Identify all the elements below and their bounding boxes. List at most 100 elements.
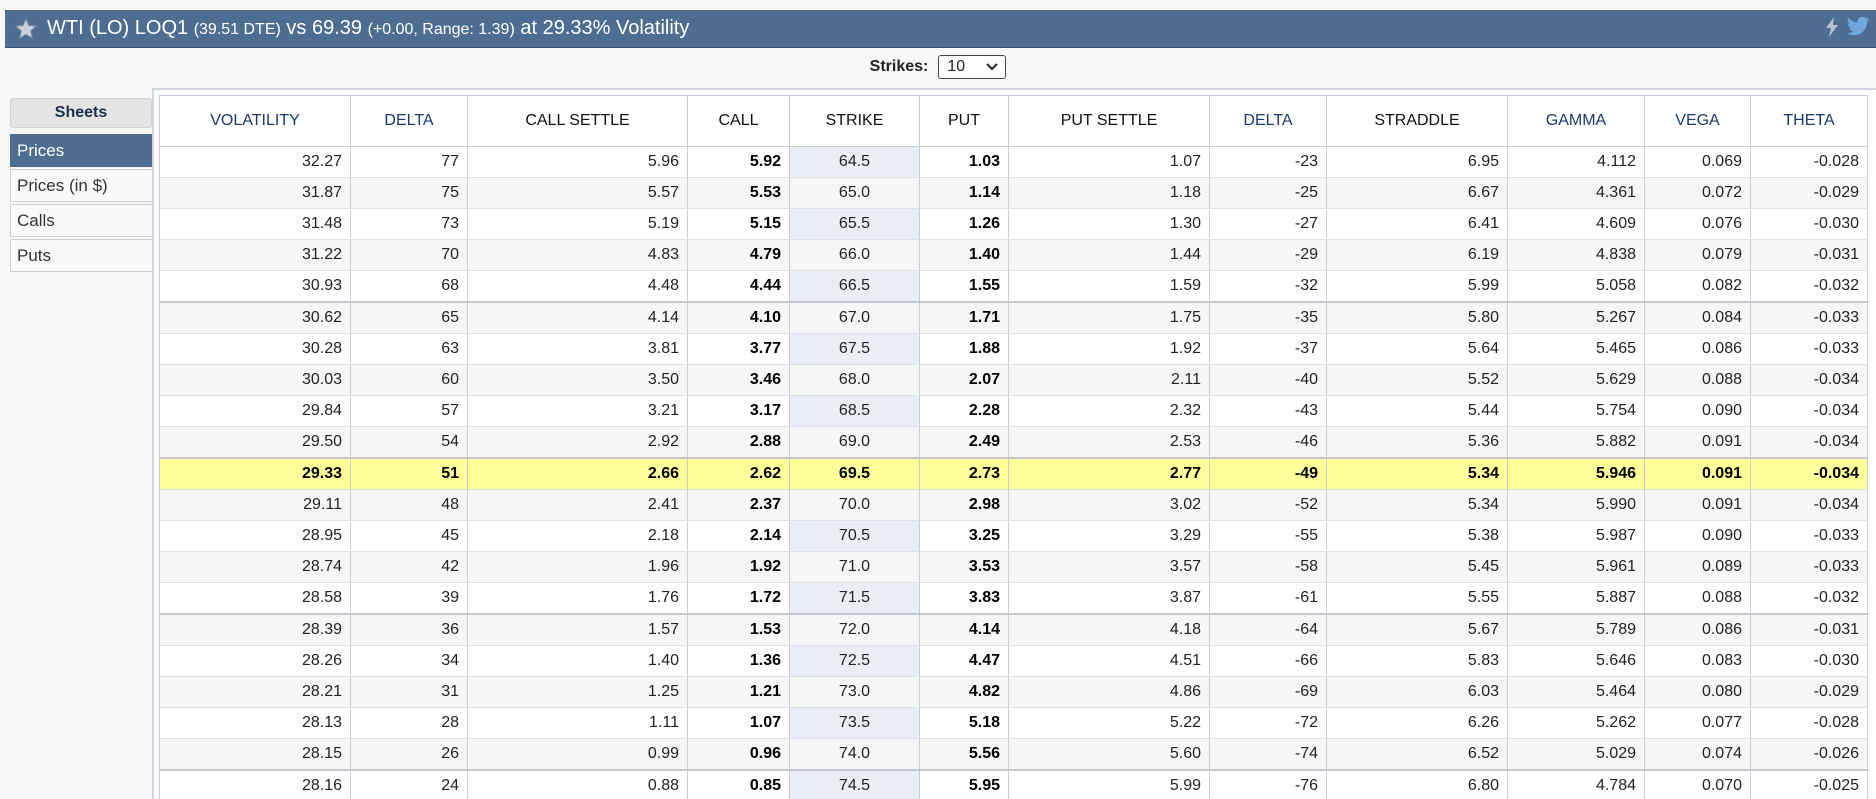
sheets-heading: Sheets <box>10 98 152 128</box>
col-strike[interactable]: STRIKE <box>790 96 920 147</box>
cell-vega: 0.076 <box>1645 209 1751 240</box>
cell-strike: 73.5 <box>790 708 920 739</box>
strikes-value: 10 <box>947 58 965 76</box>
cell-delta: -46 <box>1210 427 1327 459</box>
sidebar-item-puts[interactable]: Puts <box>10 239 152 272</box>
col-theta[interactable]: THETA <box>1751 96 1868 147</box>
cell-call-settle: 4.48 <box>468 271 688 303</box>
cell-theta: -0.030 <box>1751 209 1868 240</box>
col-put-settle[interactable]: PUT SETTLE <box>1009 96 1210 147</box>
cell-delta: 65 <box>351 302 468 334</box>
cell-volatility: 31.87 <box>160 178 351 209</box>
sidebar-item-calls[interactable]: Calls <box>10 204 152 237</box>
cell-strike: 71.5 <box>790 583 920 615</box>
cell-theta: -0.029 <box>1751 178 1868 209</box>
cell-gamma: 5.961 <box>1508 552 1645 583</box>
col-put-delta[interactable]: DELTA <box>1210 96 1327 147</box>
cell-gamma: 5.789 <box>1508 614 1645 646</box>
cell-theta: -0.026 <box>1751 739 1868 771</box>
cell-put: 2.49 <box>920 427 1009 459</box>
cell-delta: -52 <box>1210 490 1327 521</box>
col-volatility[interactable]: VOLATILITY <box>160 96 351 147</box>
cell-call: 2.62 <box>688 458 790 490</box>
cell-vega: 0.088 <box>1645 365 1751 396</box>
cell-call-settle: 1.96 <box>468 552 688 583</box>
cell-put: 1.26 <box>920 209 1009 240</box>
cell-theta: -0.033 <box>1751 302 1868 334</box>
cell-put: 2.73 <box>920 458 1009 490</box>
flash-icon[interactable] <box>1824 16 1840 43</box>
cell-delta: -35 <box>1210 302 1327 334</box>
col-call-delta[interactable]: DELTA <box>351 96 468 147</box>
cell-gamma: 5.990 <box>1508 490 1645 521</box>
cell-put-settle: 1.30 <box>1009 209 1210 240</box>
col-vega[interactable]: VEGA <box>1645 96 1751 147</box>
cell-gamma: 5.987 <box>1508 521 1645 552</box>
cell-theta: -0.033 <box>1751 521 1868 552</box>
cell-put: 3.25 <box>920 521 1009 552</box>
twitter-icon[interactable] <box>1846 16 1870 43</box>
cell-call: 4.44 <box>688 271 790 303</box>
cell-theta: -0.028 <box>1751 708 1868 739</box>
cell-call: 4.10 <box>688 302 790 334</box>
cell-strike: 65.0 <box>790 178 920 209</box>
cell-straddle: 5.44 <box>1327 396 1508 427</box>
cell-put: 1.55 <box>920 271 1009 303</box>
cell-theta: -0.033 <box>1751 552 1868 583</box>
cell-call-settle: 2.92 <box>468 427 688 459</box>
cell-call-settle: 3.50 <box>468 365 688 396</box>
sidebar-item-prices-dollars[interactable]: Prices (in $) <box>10 169 152 202</box>
cell-delta: 26 <box>351 739 468 771</box>
cell-strike: 69.5 <box>790 458 920 490</box>
options-table-container: VOLATILITY DELTA CALL SETTLE CALL STRIKE… <box>152 88 1876 799</box>
cell-theta: -0.032 <box>1751 271 1868 303</box>
cell-vega: 0.077 <box>1645 708 1751 739</box>
cell-put-settle: 4.86 <box>1009 677 1210 708</box>
cell-call: 1.07 <box>688 708 790 739</box>
sidebar-item-prices[interactable]: Prices <box>10 134 152 167</box>
cell-straddle: 5.67 <box>1327 614 1508 646</box>
star-icon[interactable] <box>13 16 39 42</box>
cell-vega: 0.088 <box>1645 583 1751 615</box>
col-call-settle[interactable]: CALL SETTLE <box>468 96 688 147</box>
col-call[interactable]: CALL <box>688 96 790 147</box>
strikes-control: Strikes: 10 <box>0 55 1876 79</box>
cell-call: 1.53 <box>688 614 790 646</box>
cell-theta: -0.033 <box>1751 334 1868 365</box>
col-put[interactable]: PUT <box>920 96 1009 147</box>
cell-vega: 0.089 <box>1645 552 1751 583</box>
cell-call: 1.92 <box>688 552 790 583</box>
cell-delta: 73 <box>351 209 468 240</box>
cell-vega: 0.086 <box>1645 614 1751 646</box>
cell-straddle: 5.34 <box>1327 490 1508 521</box>
cell-call: 1.36 <box>688 646 790 677</box>
cell-volatility: 28.39 <box>160 614 351 646</box>
cell-volatility: 30.93 <box>160 271 351 303</box>
chevron-down-icon <box>985 59 999 78</box>
strikes-select[interactable]: 10 <box>938 55 1006 79</box>
vs-label: vs 69.39 <box>286 17 362 39</box>
cell-straddle: 6.52 <box>1327 739 1508 771</box>
cell-delta: -32 <box>1210 271 1327 303</box>
cell-gamma: 5.029 <box>1508 739 1645 771</box>
cell-call: 2.37 <box>688 490 790 521</box>
cell-delta: 70 <box>351 240 468 271</box>
col-gamma[interactable]: GAMMA <box>1508 96 1645 147</box>
cell-call-settle: 5.96 <box>468 147 688 178</box>
cell-theta: -0.031 <box>1751 240 1868 271</box>
cell-delta: 45 <box>351 521 468 552</box>
cell-call-settle: 2.66 <box>468 458 688 490</box>
cell-gamma: 5.946 <box>1508 458 1645 490</box>
cell-delta: 24 <box>351 770 468 799</box>
col-straddle[interactable]: STRADDLE <box>1327 96 1508 147</box>
cell-straddle: 5.36 <box>1327 427 1508 459</box>
